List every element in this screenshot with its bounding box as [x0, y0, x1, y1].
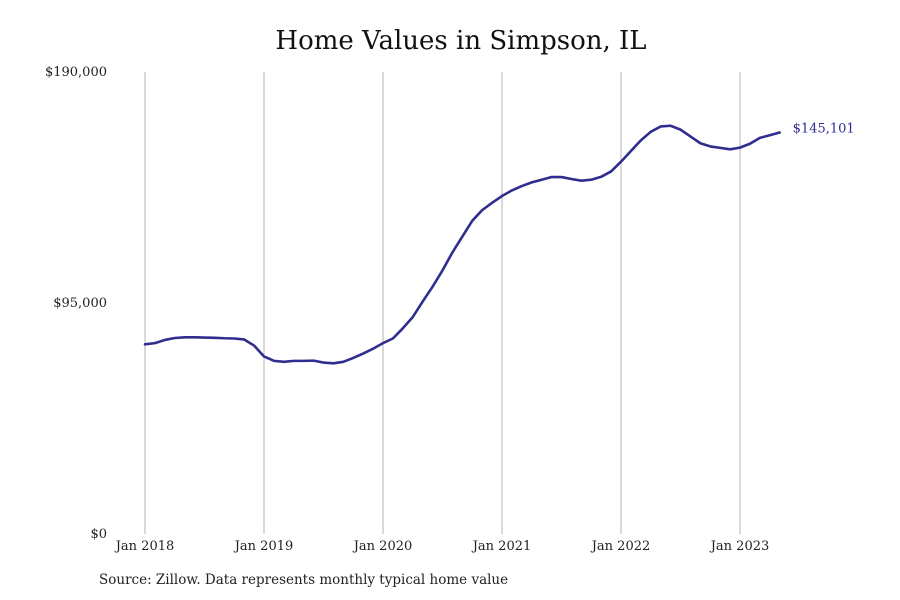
- data-point-2019-10: [352, 357, 354, 359]
- data-point-2020-10: [471, 220, 473, 222]
- data-point-2019-12: [372, 348, 374, 350]
- data-point-2018-08: [213, 337, 215, 339]
- data-point-2018-07: [203, 336, 205, 338]
- data-point-2022-05: [659, 125, 661, 127]
- data-point-2021-11: [600, 176, 602, 178]
- x-tick-label: Jan 2018: [114, 539, 175, 554]
- data-point-2021-02: [511, 189, 513, 191]
- data-point-2020-09: [461, 235, 463, 237]
- data-point-2019-08: [332, 362, 334, 364]
- data-point-2019-06: [312, 359, 314, 361]
- data-point-2022-02: [630, 150, 632, 152]
- data-point-2020-04: [412, 316, 414, 318]
- data-point-2019-05: [302, 360, 304, 362]
- data-point-2019-01: [263, 355, 265, 357]
- data-point-2019-07: [322, 361, 324, 363]
- data-point-2018-12: [253, 344, 255, 346]
- data-point-2019-02: [273, 360, 275, 362]
- end-value-label: $145,101: [793, 122, 855, 137]
- data-point-2020-06: [431, 286, 433, 288]
- data-point-2021-05: [540, 179, 542, 181]
- data-point-2020-05: [421, 300, 423, 302]
- data-point-2021-10: [590, 179, 592, 181]
- y-tick-label: $0: [90, 527, 107, 542]
- gridlines: [144, 72, 741, 534]
- x-tick-label: Jan 2022: [590, 539, 651, 554]
- data-point-2023-05: [778, 131, 780, 133]
- data-point-2021-07: [560, 176, 562, 178]
- data-points: [144, 125, 781, 365]
- data-point-2022-03: [640, 139, 642, 141]
- data-point-2019-03: [283, 361, 285, 363]
- data-point-2021-06: [550, 176, 552, 178]
- data-point-2018-05: [183, 336, 185, 338]
- data-point-2018-09: [223, 337, 225, 339]
- data-point-2019-09: [342, 361, 344, 363]
- data-point-2019-04: [293, 360, 295, 362]
- data-point-2018-06: [193, 336, 195, 338]
- data-point-2023-03: [759, 137, 761, 139]
- data-point-2020-02: [392, 337, 394, 339]
- data-point-2020-01: [382, 342, 384, 344]
- data-point-2021-08: [570, 178, 572, 180]
- data-point-2022-01: [620, 161, 622, 163]
- data-point-2022-04: [650, 131, 652, 133]
- data-point-2018-03: [164, 339, 166, 341]
- x-tick-label: Jan 2020: [352, 539, 413, 554]
- data-point-2018-01: [144, 343, 146, 345]
- y-axis-ticks: $0 $95,000 $190,000: [45, 65, 107, 542]
- data-point-2020-03: [402, 327, 404, 329]
- data-point-2022-10: [709, 145, 711, 147]
- data-point-2020-12: [491, 202, 493, 204]
- data-point-2018-10: [233, 337, 235, 339]
- data-point-2018-11: [243, 338, 245, 340]
- data-point-2022-06: [669, 125, 671, 127]
- y-tick-label: $95,000: [53, 296, 107, 311]
- data-point-2022-08: [689, 135, 691, 137]
- data-point-2020-07: [441, 269, 443, 271]
- data-point-2021-09: [580, 179, 582, 181]
- source-note: Source: Zillow. Data represents monthly …: [99, 572, 509, 588]
- data-point-2022-09: [699, 142, 701, 144]
- data-point-2022-12: [729, 148, 731, 150]
- data-point-2021-04: [531, 181, 533, 183]
- data-point-2021-01: [501, 195, 503, 197]
- data-point-2018-02: [154, 342, 156, 344]
- data-point-2023-01: [739, 146, 741, 148]
- data-point-2020-08: [451, 251, 453, 253]
- data-point-2020-11: [481, 209, 483, 211]
- data-point-2018-04: [174, 337, 176, 339]
- data-point-2021-12: [610, 170, 612, 172]
- y-tick-label: $190,000: [45, 65, 107, 80]
- data-point-2023-04: [769, 134, 771, 136]
- data-point-2019-11: [362, 352, 364, 354]
- x-tick-label: Jan 2023: [709, 539, 770, 554]
- data-point-2022-11: [719, 147, 721, 149]
- series-line: [143, 124, 781, 365]
- x-tick-label: Jan 2021: [471, 539, 532, 554]
- data-point-2022-07: [679, 128, 681, 130]
- data-point-2021-03: [521, 185, 523, 187]
- x-axis-ticks: Jan 2018 Jan 2019 Jan 2020 Jan 2021 Jan 2022…: [114, 539, 770, 554]
- data-point-2023-02: [749, 143, 751, 145]
- x-tick-label: Jan 2019: [233, 539, 294, 554]
- chart-title: Home Values in Simpson, IL: [275, 26, 647, 56]
